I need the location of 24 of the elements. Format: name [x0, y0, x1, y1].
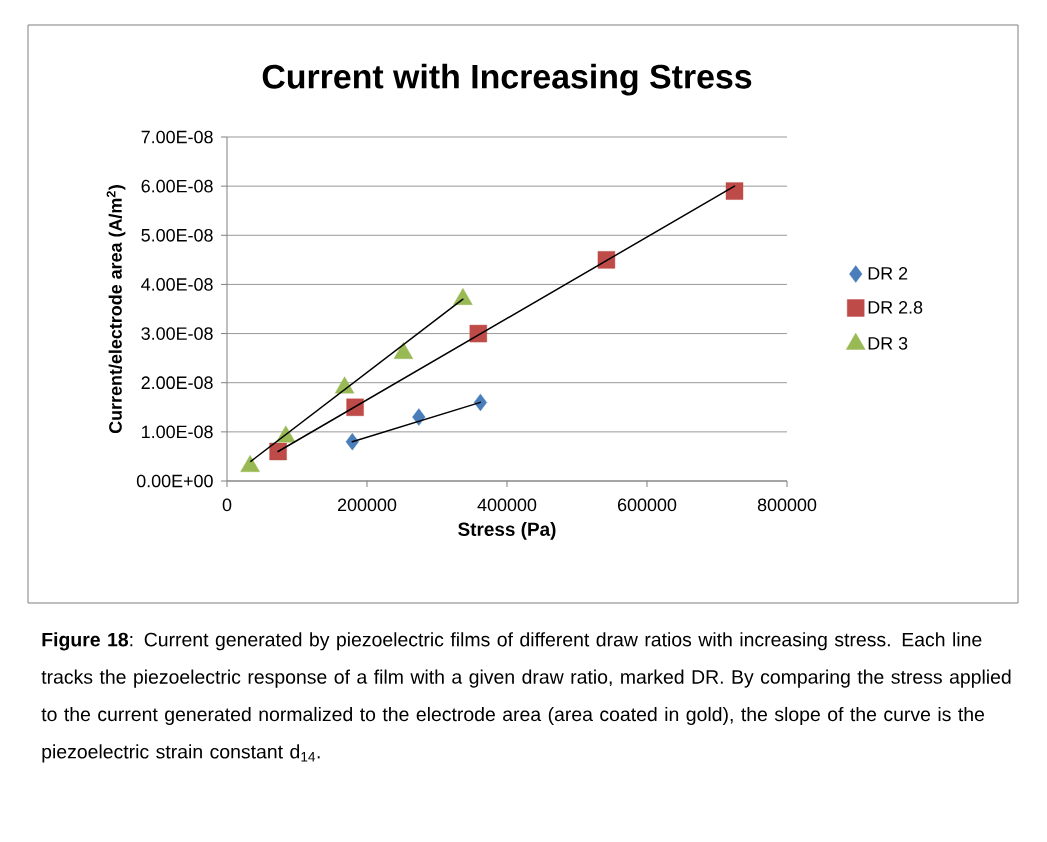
y-tick-label: 3.00E-08: [141, 327, 213, 340]
y-tick-label: 7.00E-08: [141, 130, 213, 144]
y-tick-label: 6.00E-08: [141, 179, 213, 193]
x-tick-label: 0: [222, 498, 232, 512]
y-axis-title: Current/electrode area (A/m$^{2}$): [106, 185, 126, 434]
y-tick-label: 2.00E-08: [141, 376, 213, 390]
legend-label: DR 2.8: [868, 300, 923, 314]
x-tick-label: 600000: [618, 498, 677, 512]
text: Figure 18: Current generated by piezoelectric films of different draw ratios with increasing stress. Each line tracks the piezoelectric response of a film with a given draw ratio, marked DR. By comparing the stress applied to the current generated normalized to the electrode area (area coated in gold), the slope of the curve is the piezoelectric strain constant d$_{14}$.: [41, 632, 1011, 763]
y-tick-label: 0.00E+00: [136, 474, 213, 488]
y-tick-label: 4.00E-08: [141, 278, 213, 291]
y-tick-label: 1.00E-08: [142, 425, 213, 439]
x-axis-title: Stress (Pa): [458, 522, 556, 540]
chart-title: Current with Increasing Stress: [262, 63, 752, 96]
point: [269, 442, 287, 461]
y-tick-label: 5.00E-08: [141, 228, 213, 242]
x-tick-label: 200000: [338, 498, 397, 512]
legend-label: DR 3: [868, 336, 908, 350]
point: [725, 182, 744, 200]
point: [345, 432, 359, 451]
x-tick-label: 800000: [757, 498, 817, 512]
point: [473, 393, 487, 412]
legend-label: DR 2: [868, 266, 908, 280]
x-tick-label: 400000: [477, 498, 537, 512]
